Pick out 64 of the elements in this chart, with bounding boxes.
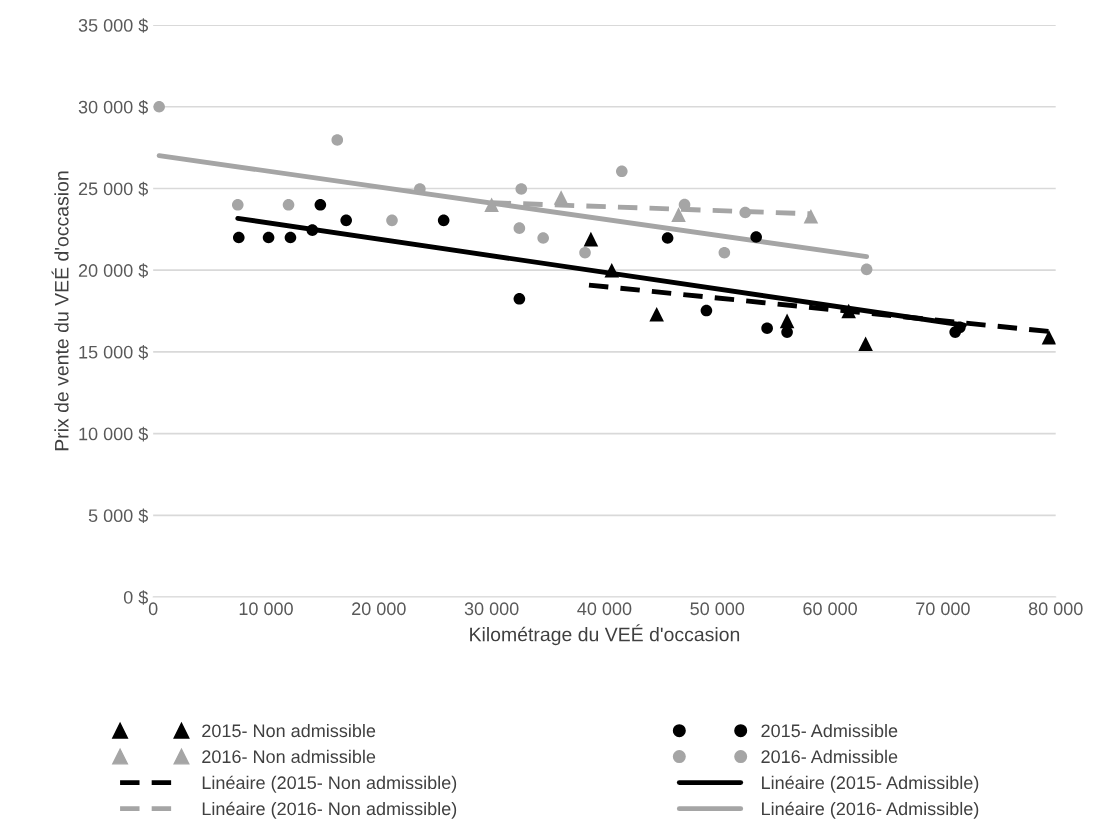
y-tick-label: 5 000 $ [88,508,149,524]
point [616,165,628,178]
y-tick-label: 15 000 $ [79,345,149,360]
point [515,183,528,195]
point [700,304,713,317]
point [553,190,569,205]
point [484,197,499,213]
x-tick-label: 20 000 [352,602,406,616]
point [153,100,165,113]
point [954,321,966,334]
legend-label: Linéaire (2016- Admissible) [762,801,979,819]
point [314,199,327,211]
point [739,206,752,219]
point [860,263,873,276]
legend-label: 2016- Non admissible [202,749,376,764]
point [1041,329,1056,345]
point [386,214,398,227]
legend-label: Linéaire (2016- Non admissible) [202,801,457,819]
legend-label: Linéaire (2015- Admissible) [762,775,979,793]
y-tick-label: 35 000 $ [78,18,149,33]
x-tick-label: 80 000 [1028,602,1083,616]
point [579,246,591,259]
point [537,232,549,244]
point [513,292,526,305]
point [231,199,244,211]
y-tick-label: 30 000 $ [78,99,149,115]
point [761,322,773,335]
x-tick-label: 70 000 [916,602,970,616]
legend-label: Linéaire (2015- Non admissible) [202,775,457,793]
point [671,207,686,222]
point [513,222,526,234]
point [750,231,762,243]
point [262,231,275,244]
x-tick-label: 50 000 [690,602,745,616]
x-tick-label: 40 000 [577,602,632,616]
y-tick-label: 20 000 $ [78,263,149,278]
point [306,224,319,236]
y-axis-title: Prix de vente du VEÉ d'occasion [51,171,69,451]
point [604,262,620,278]
point [284,231,297,244]
point [583,231,599,247]
point [661,232,674,244]
point [340,214,352,227]
point [841,303,856,319]
point [718,246,731,259]
point [437,214,450,227]
x-tick-label: 0 [148,602,158,616]
legend-label: 2015- Admissible [761,723,898,738]
x-tick-label: 30 000 [464,602,519,616]
y-tick-label: 0 $ [123,590,149,605]
x-axis-title: Kilométrage du VEÉ d'occasion [470,624,740,646]
legend-label: 2015- Non admissible [202,723,376,738]
point [232,231,245,244]
point [803,208,819,224]
y-tick-label: 25 000 $ [78,181,149,197]
point [779,313,795,329]
point [331,134,344,146]
point [649,307,664,322]
point [858,336,873,352]
x-tick-label: 10 000 [239,602,293,616]
y-tick-label: 10 000 $ [79,426,149,442]
x-tick-label: 60 000 [803,602,857,616]
point [282,199,295,211]
legend-label: 2016- Admissible [761,749,898,764]
